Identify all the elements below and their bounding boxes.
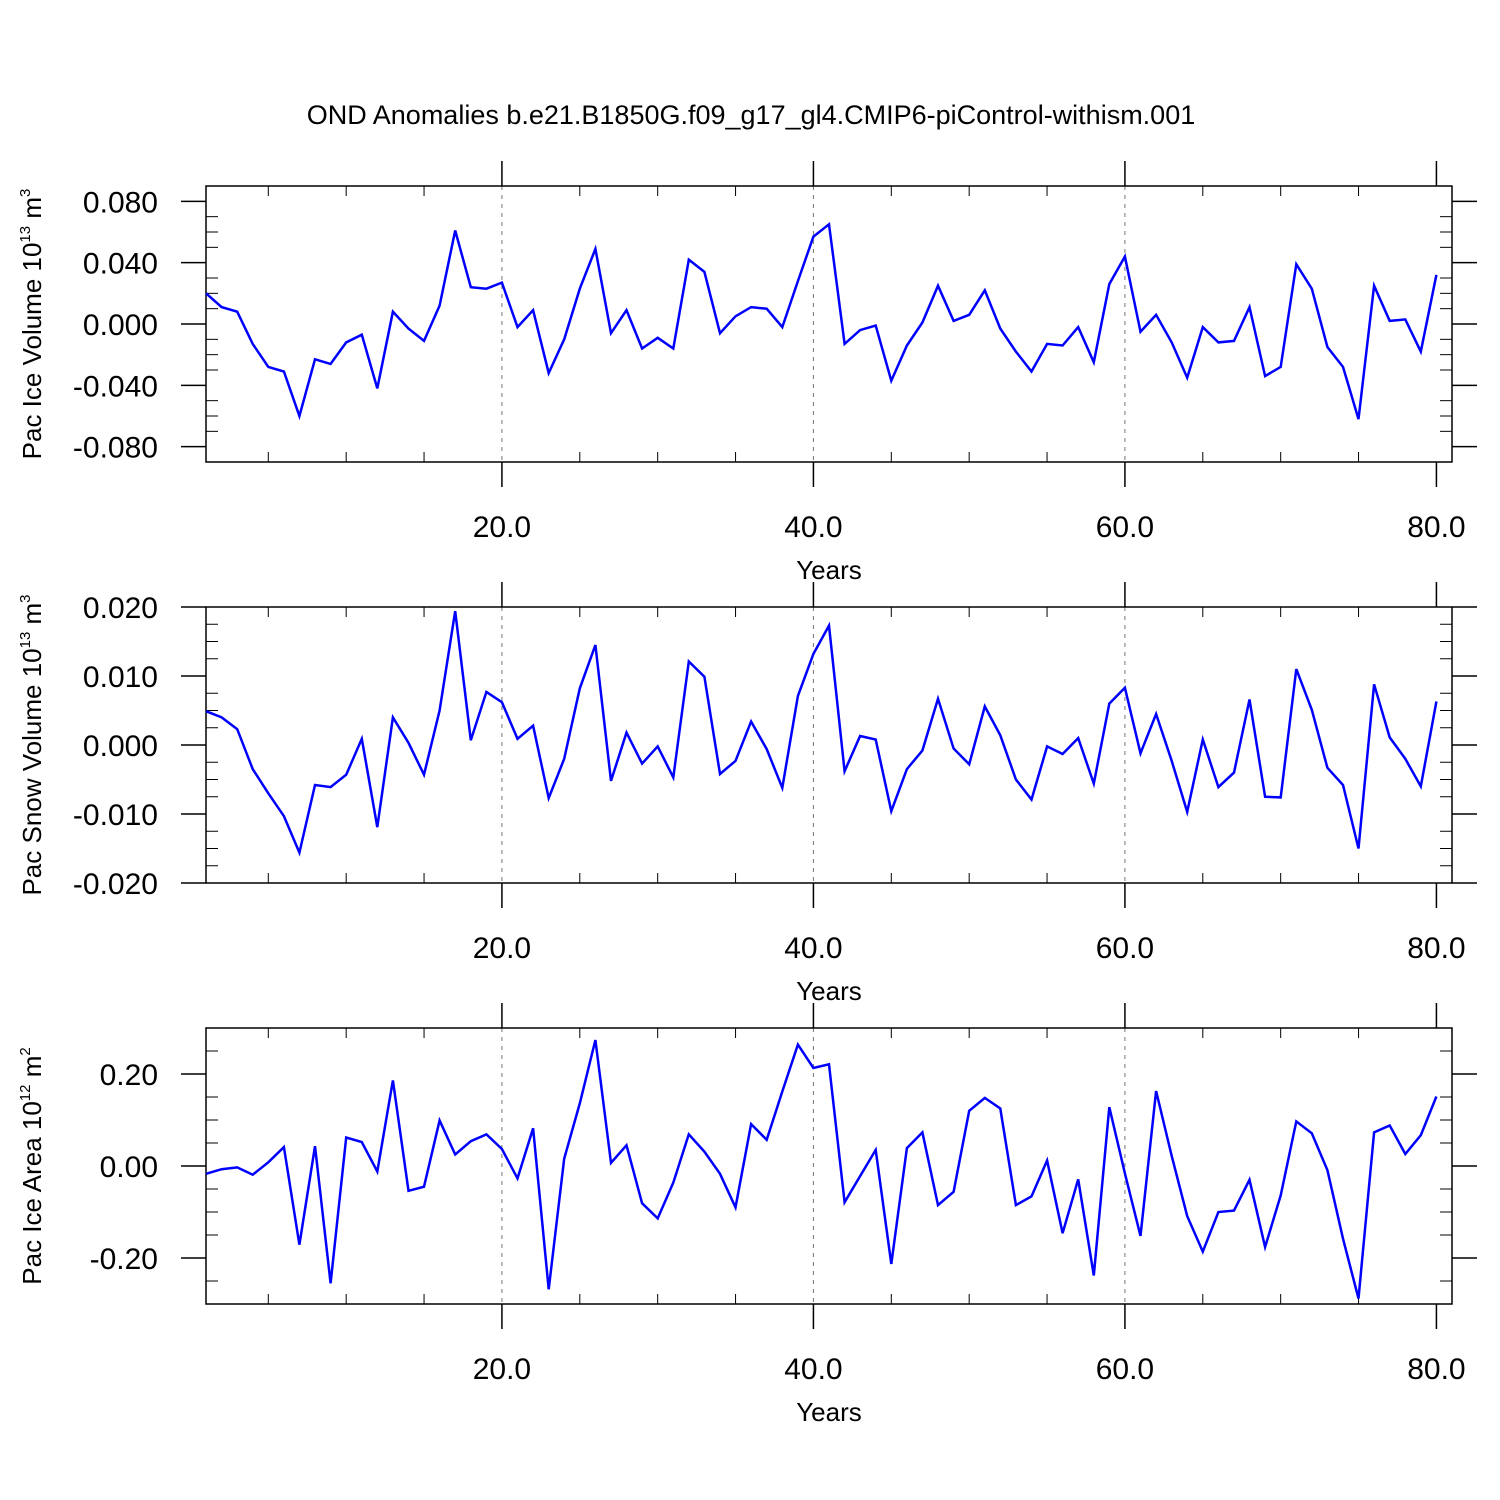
y-axis-label: Pac Ice Area 1012 m2	[17, 1047, 47, 1284]
x-tick-label: 80.0	[1407, 1353, 1465, 1386]
y-axis-label-text: Pac Snow Volume 10	[17, 648, 47, 895]
x-tick-label: 20.0	[473, 932, 531, 965]
y-tick-label: -0.20	[90, 1243, 158, 1276]
x-tick-label: 40.0	[784, 511, 842, 544]
x-tick-label: 60.0	[1096, 1353, 1154, 1386]
figure-title: OND Anomalies b.e21.B1850G.f09_g17_gl4.C…	[307, 100, 1195, 130]
x-tick-label: 60.0	[1096, 511, 1154, 544]
y-tick-label: -0.080	[73, 432, 158, 465]
y-axis-label-exponent: 13	[17, 632, 34, 649]
y-axis-label: Pac Ice Volume 1013 m3	[17, 189, 47, 460]
y-tick-label: 0.080	[83, 186, 158, 219]
y-axis-label-unit-exponent: 2	[17, 1047, 34, 1055]
x-axis-label: Years	[796, 555, 862, 585]
y-tick-label: -0.020	[73, 868, 158, 901]
y-tick-label: -0.040	[73, 370, 158, 403]
chart-panel-1: 20.0 40.0 60.0 80.0 0.080 0.040 0.000 -0.040 -0.…	[17, 161, 1477, 585]
series-line	[205, 221, 1438, 421]
x-tick-label: 20.0	[473, 1353, 531, 1386]
y-tick-label: 0.010	[83, 661, 158, 694]
y-axis-label: Pac Snow Volume 1013 m3	[17, 594, 47, 895]
x-tick-label: 20.0	[473, 511, 531, 544]
y-axis-label-unit-exponent: 3	[17, 189, 34, 197]
y-axis-label-unit: m	[17, 1056, 47, 1085]
x-tick-label: 40.0	[784, 1353, 842, 1386]
x-tick-label: 80.0	[1407, 932, 1465, 965]
y-tick-label: -0.010	[73, 799, 158, 832]
y-tick-label: 0.040	[83, 248, 158, 281]
chart-panel-2: 20.0 40.0 60.0 80.0 0.020 0.010 0.000 -0.010 -0.…	[17, 582, 1477, 1006]
x-axis-label: Years	[796, 1397, 862, 1427]
x-tick-label: 40.0	[784, 932, 842, 965]
y-axis-label-unit: m	[17, 197, 47, 226]
y-axis-label-text: Pac Ice Area 10	[17, 1101, 47, 1285]
x-tick-label: 80.0	[1407, 511, 1465, 544]
panels: 20.0 40.0 60.0 80.0 0.080 0.040 0.000 -0.040 -0.…	[17, 161, 1477, 1427]
y-axis-label-exponent: 13	[17, 226, 34, 243]
y-axis-label-text: Pac Ice Volume 10	[17, 243, 47, 460]
y-tick-label: 0.20	[100, 1059, 158, 1092]
y-axis-label-unit: m	[17, 603, 47, 632]
x-axis-label: Years	[796, 976, 862, 1006]
y-axis-label-exponent: 12	[17, 1084, 34, 1101]
y-tick-label: 0.00	[100, 1151, 158, 1184]
x-tick-label: 60.0	[1096, 932, 1154, 965]
chart-panel-3: 20.0 40.0 60.0 80.0 0.20 0.00 -0.20 Years Pac Ic…	[17, 1003, 1477, 1427]
y-tick-label: 0.020	[83, 592, 158, 625]
series-line	[205, 610, 1438, 857]
y-tick-label: 0.000	[83, 730, 158, 763]
y-tick-label: 0.000	[83, 309, 158, 342]
series-line	[205, 1039, 1438, 1299]
y-axis-label-unit-exponent: 3	[17, 594, 34, 602]
